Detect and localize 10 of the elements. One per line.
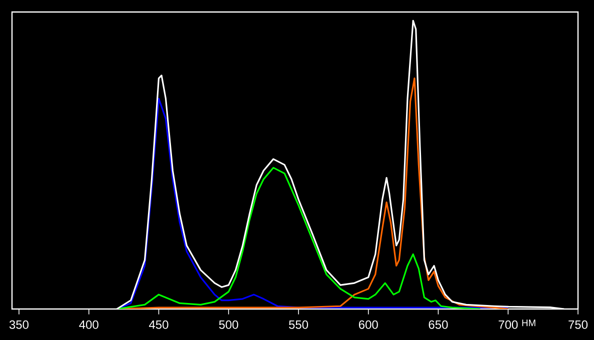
- x-tick-label: 450: [149, 320, 168, 329]
- x-axis-title: НМ: [522, 320, 536, 326]
- x-tick-label: 400: [79, 320, 98, 329]
- x-tick-label: 750: [568, 320, 588, 329]
- x-tick-label: 650: [428, 320, 448, 329]
- x-tick-label: 700: [498, 320, 518, 329]
- x-tick-label: 500: [219, 320, 238, 329]
- x-tick-label: 600: [358, 320, 378, 329]
- x-tick-label: 550: [288, 320, 308, 329]
- x-tick-label: 350: [9, 320, 29, 329]
